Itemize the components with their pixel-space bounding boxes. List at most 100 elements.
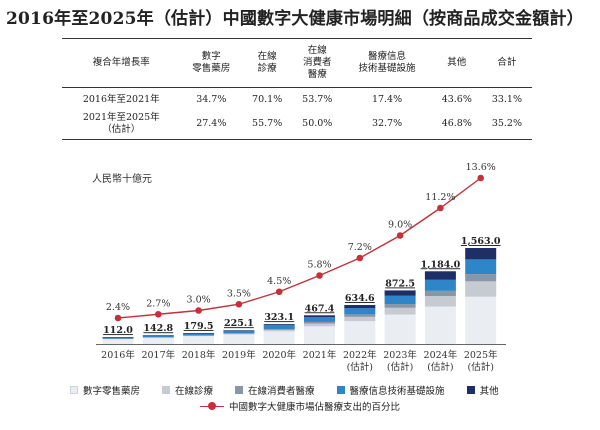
bar-segment	[102, 338, 134, 339]
row-label: 2016年至2021年	[82, 94, 160, 105]
legend-swatch	[336, 386, 345, 394]
bar-segment	[304, 323, 335, 327]
bar-segment	[465, 281, 497, 297]
category-label: (估計)	[427, 361, 453, 373]
line-point	[235, 300, 243, 308]
table-cell: 50.0%	[292, 109, 343, 140]
legend-label: 數字零售藥房	[83, 386, 141, 397]
total-label: 323.1	[264, 312, 294, 323]
bar-segment	[344, 314, 376, 317]
total-label: 225.1	[224, 318, 254, 329]
bar-segment	[183, 335, 215, 337]
category-label: 2024年	[424, 349, 458, 361]
bar-segment	[384, 314, 416, 344]
bar-segment	[384, 290, 416, 296]
bar-segment	[142, 335, 174, 338]
bar-segment	[183, 335, 215, 336]
total-label: 1,184.0	[421, 259, 461, 270]
table-cell: 34.7%	[196, 94, 227, 105]
line-data-label: 7.2%	[348, 242, 372, 253]
legend-item: 在線診療	[162, 383, 213, 397]
cagr-header-cell: 合計	[481, 38, 532, 88]
legend-item: 其他	[466, 383, 499, 397]
bar-segment	[102, 337, 134, 339]
bar-segment	[142, 337, 174, 338]
line-data-label: 13.6%	[466, 162, 496, 173]
line-data-label: 3.5%	[227, 288, 251, 299]
page-title: 2016年至2025年（估計）中國數字大健康市場明細（按商品成交金額計）	[6, 9, 584, 29]
bar-segment	[142, 335, 174, 336]
line-data-label: 11.2%	[425, 192, 455, 203]
bar-segment	[263, 329, 295, 330]
bar-segment	[183, 336, 215, 344]
line-point	[114, 314, 122, 322]
legend-label: 中國數字大健康市場佔醫療支出的百分比	[229, 402, 401, 413]
legend-label: 醫療信息技術基礎設施	[349, 386, 445, 397]
line-point	[155, 310, 162, 318]
row-label: 2021年至2025年 （估計）	[62, 109, 181, 140]
category-label: 2016年	[101, 349, 135, 361]
table-cell: 17.4%	[371, 94, 403, 105]
category-label: 2019年	[222, 349, 256, 361]
cagr-header-cell: 複合年增長率	[62, 38, 181, 88]
table-cell: 70.1%	[252, 94, 283, 105]
bar-segment	[465, 296, 497, 344]
bar-segment	[384, 307, 416, 315]
cagr-table: 複合年增長率 數字 零售藥房 在線 診療 在線 消費者 醫療 醫療信息 技術基礎…	[62, 38, 532, 140]
cagr-header-cell: 在線 消費者 醫療	[292, 38, 343, 88]
line-point	[477, 174, 485, 182]
category-label: (估計)	[387, 361, 413, 373]
legend-swatch	[70, 386, 78, 394]
table-row: 2021年至2025年 （估計） 27.4% 55.7% 50.0% 32.7%…	[62, 109, 532, 140]
bar-segment	[424, 271, 456, 280]
bar-segment	[263, 329, 295, 332]
line-data-label: 9.0%	[388, 220, 412, 231]
legend-swatch	[162, 386, 171, 394]
bar-segment	[102, 337, 134, 338]
table-cell: 46.8%	[431, 109, 482, 140]
category-label: (估計)	[347, 361, 373, 373]
category-label: 2022年	[343, 349, 377, 361]
chart-legend: 數字零售藥房 在線診療 在線消費者醫療 醫療信息技術基礎設施 其他 中國數字大健…	[70, 382, 590, 414]
total-label: 634.6	[345, 293, 375, 304]
line-point	[396, 232, 404, 239]
line-series	[117, 177, 482, 319]
total-label: 179.5	[184, 321, 214, 332]
bar-segment	[304, 315, 335, 318]
bar-segment	[183, 332, 215, 334]
total-label: 1,563.0	[461, 236, 501, 247]
total-label: 112.0	[103, 325, 133, 336]
bar-segment	[223, 334, 255, 344]
table-cell: 43.6%	[441, 94, 472, 105]
total-label: 142.8	[143, 323, 173, 334]
bar-segment	[344, 316, 376, 322]
line-point	[195, 307, 202, 314]
bar-segment	[263, 324, 295, 326]
bar-segment	[424, 290, 456, 297]
line-data-label: 4.5%	[267, 276, 291, 287]
table-cell: 27.4%	[180, 109, 243, 140]
bar-segment	[223, 333, 255, 334]
legend-label: 在線診療	[175, 386, 214, 397]
legend-swatch	[235, 386, 244, 394]
bar-segment	[344, 308, 376, 315]
bar-segment	[424, 306, 456, 344]
cagr-header-cell: 醫療信息 技術基礎設施	[342, 38, 432, 88]
bar-segment	[223, 330, 255, 331]
line-point	[356, 254, 364, 262]
bar-segment	[465, 274, 497, 282]
bar-segment	[183, 333, 215, 336]
bar-segment	[304, 326, 335, 344]
bar-segment	[304, 317, 335, 322]
unit-label: 人民幣十億元	[92, 172, 152, 185]
table-cell: 32.7%	[342, 109, 432, 140]
cagr-header-cell: 其他	[431, 38, 482, 88]
bar-segment	[263, 331, 295, 344]
bar-segment	[465, 248, 497, 260]
bar-segment	[384, 304, 416, 308]
bar-segment	[344, 305, 376, 309]
bar-segment	[142, 337, 174, 344]
legend-swatch	[466, 386, 475, 394]
bar-segment	[424, 296, 456, 307]
line-point	[316, 272, 323, 279]
